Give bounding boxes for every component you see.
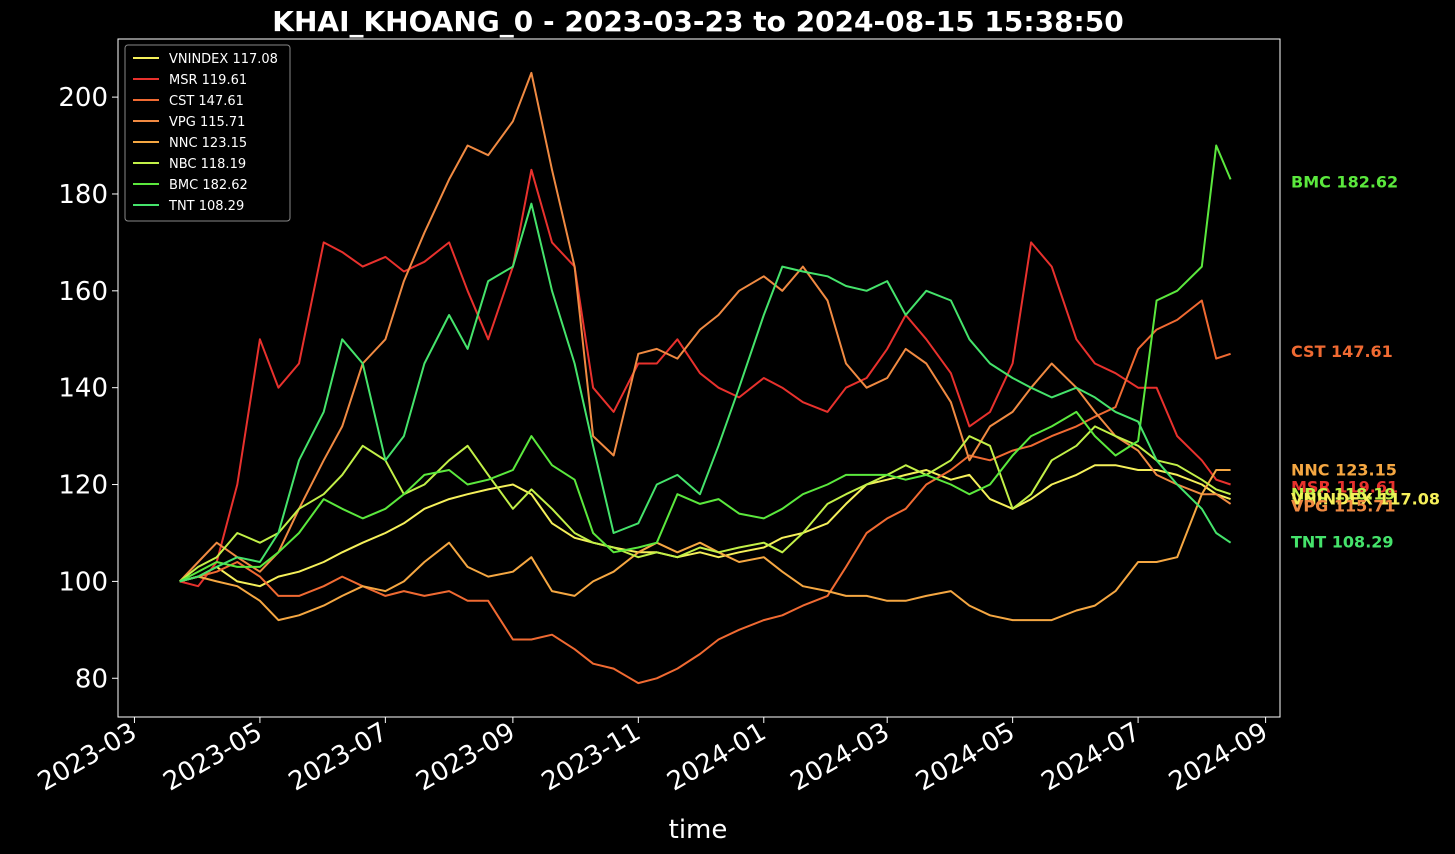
series-lines <box>178 71 1232 685</box>
legend: VNINDEX 117.08 MSR 119.61 CST 147.61 VPG 11… <box>124 44 291 222</box>
x-tick-label: 2024-09 <box>1164 717 1273 797</box>
end-label-cst: CST 147.61 <box>1291 342 1393 361</box>
x-axis: 2023-03 2023-05 2023-07 2023-09 2023-11 2024-… <box>33 717 1273 797</box>
x-tick-label: 2023-11 <box>537 717 646 797</box>
y-tick-label: 100 <box>58 567 108 597</box>
end-label-nnc: NNC 123.15 <box>1291 460 1397 479</box>
end-label-bmc: BMC 182.62 <box>1291 172 1398 191</box>
x-tick-label: 2024-07 <box>1037 717 1146 797</box>
legend-entry-bmc: BMC 182.62 <box>169 178 248 193</box>
series-line-nnc <box>179 469 1231 622</box>
x-tick-label: 2024-03 <box>786 717 895 797</box>
y-tick-label: 140 <box>58 374 108 404</box>
legend-box <box>124 44 291 222</box>
series-line-vnindex <box>179 464 1231 588</box>
series-line-cst <box>179 299 1231 685</box>
x-tick-label: 2023-05 <box>158 717 267 797</box>
end-label-vnindex: VNINDEX 117.08 <box>1291 490 1440 509</box>
legend-entry-cst: CST 147.61 <box>169 94 244 109</box>
end-label-vpg: VPG 115.71 <box>1291 496 1396 515</box>
y-tick-label: 200 <box>58 83 108 113</box>
plot-area <box>117 38 1281 718</box>
y-tick-label: 180 <box>58 180 108 210</box>
x-tick-label: 2023-09 <box>411 717 520 797</box>
legend-entry-msr: MSR 119.61 <box>169 73 247 88</box>
series-line-bmc <box>179 144 1232 583</box>
x-tick-label: 2023-07 <box>284 717 393 797</box>
legend-entry-nbc: NBC 118.19 <box>169 157 246 172</box>
x-axis-label: time <box>669 815 728 845</box>
x-tick-label: 2024-01 <box>662 717 771 797</box>
legend-entry-vpg: VPG 115.71 <box>169 115 245 130</box>
legend-entry-nnc: NNC 123.15 <box>169 136 247 151</box>
series-line-vpg <box>178 71 1232 583</box>
series-line-tnt <box>179 202 1232 583</box>
x-tick-label: 2024-05 <box>911 717 1020 797</box>
x-tick-label: 2023-03 <box>33 717 142 797</box>
end-label-nbc: NBC 118.19 <box>1291 484 1396 503</box>
y-tick-label: 120 <box>58 471 108 501</box>
y-tick-label: 80 <box>75 664 108 694</box>
series-line-msr <box>179 168 1231 588</box>
legend-entry-vnindex: VNINDEX 117.08 <box>169 52 278 67</box>
chart-title: KHAI_KHOANG_0 - 2023-03-23 to 2024-08-15… <box>272 5 1123 38</box>
series-line-nbc <box>179 425 1231 583</box>
end-label-msr: MSR 119.61 <box>1291 477 1398 496</box>
legend-entry-tnt: TNT 108.29 <box>168 199 244 214</box>
end-label-tnt: TNT 108.29 <box>1291 532 1394 551</box>
y-axis: 80 100 120 140 160 180 200 <box>58 83 118 694</box>
y-tick-label: 160 <box>58 277 108 307</box>
